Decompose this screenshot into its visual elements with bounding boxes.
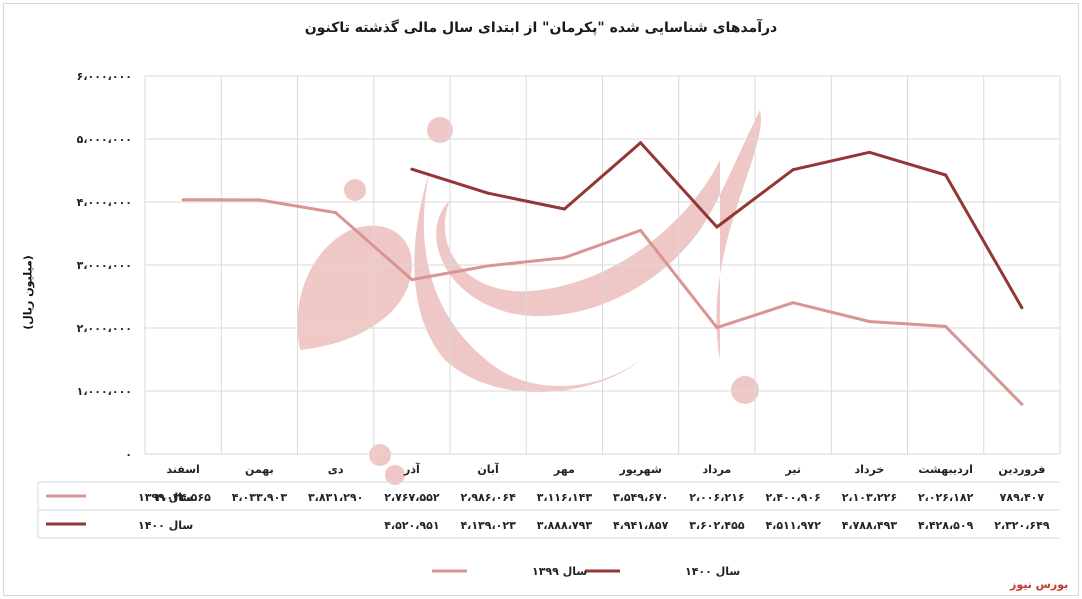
data-point [867, 319, 871, 323]
data-point [1020, 402, 1024, 406]
category-label: خرداد [854, 463, 884, 476]
data-label: ۴،۰۳۳،۹۰۳ [232, 491, 288, 504]
data-point [410, 278, 414, 282]
data-label: ۴،۵۱۱،۹۷۲ [765, 519, 821, 532]
category-label: فروردین [998, 463, 1045, 476]
data-label: ۲،۰۰۶،۲۱۶ [689, 491, 744, 504]
data-label: ۳،۵۴۹،۶۷۰ [613, 491, 668, 504]
data-label: ۳،۱۱۶،۱۴۳ [537, 491, 593, 504]
data-point [562, 256, 566, 260]
data-point [867, 150, 871, 154]
series-line-1 [183, 198, 1023, 406]
category-label: بهمن [245, 463, 274, 476]
data-point [715, 326, 719, 330]
y-tick-labels: ۰ ۱،۰۰۰،۰۰۰ ۲،۰۰۰،۰۰۰ ۳،۰۰۰،۰۰۰ ۴،۰۰۰،۰۰۰ ۵،۰… [77, 70, 132, 461]
data-label: ۴،۱۳۹،۰۲۳ [460, 519, 516, 532]
legend: سال ۱۴۰۰ سال ۱۳۹۹ [432, 565, 740, 578]
y-tick-label: ۰ [125, 448, 132, 461]
data-label: ۲،۹۸۶،۰۶۴ [460, 491, 516, 504]
data-point [715, 225, 719, 229]
y-tick-label: ۱،۰۰۰،۰۰۰ [77, 385, 132, 398]
data-label: ۲،۳۲۰،۶۴۹ [994, 519, 1050, 532]
data-point [639, 228, 643, 232]
category-label: مهر [553, 463, 575, 476]
data-point [486, 264, 490, 268]
data-label: ۳،۸۳۱،۲۹۰ [308, 491, 363, 504]
data-point [944, 173, 948, 177]
data-label: ۲،۷۶۷،۵۵۲ [384, 491, 440, 504]
data-label: ۲،۰۲۶،۱۸۲ [918, 491, 974, 504]
category-label: اسفند [166, 463, 199, 476]
data-point [791, 168, 795, 172]
series-lines [181, 141, 1024, 406]
brand-label: بورس نیوز [1010, 578, 1069, 591]
data-label: ۷۸۹،۴۰۷ [1000, 491, 1045, 504]
legend-label: سال ۱۳۹۹ [532, 565, 587, 578]
data-label: ۳،۶۰۲،۴۵۵ [689, 519, 745, 532]
watermark-logo [297, 110, 761, 485]
grid-lines [144, 75, 1061, 455]
category-label: اردیبهشت [918, 463, 972, 476]
category-label: آبان [477, 462, 499, 476]
data-label: ۴،۵۲۰،۹۵۱ [384, 519, 439, 532]
data-point [791, 301, 795, 305]
data-label: ۴،۰۳۴،۵۶۵ [155, 491, 211, 504]
data-table: فروردین اردیبهشت خرداد تیر مرداد شهریور مهر آبا… [37, 462, 1060, 539]
data-point [410, 167, 414, 171]
data-label: ۳،۸۸۸،۷۹۳ [537, 519, 593, 532]
data-label: ۴،۷۸۸،۴۹۳ [842, 519, 898, 532]
data-label: ۲،۴۰۰،۹۰۶ [765, 491, 820, 504]
data-point [486, 191, 490, 195]
data-label: ۴،۴۲۸،۵۰۹ [918, 519, 974, 532]
data-point [181, 198, 185, 202]
category-label: مرداد [703, 463, 732, 476]
y-tick-label: ۵،۰۰۰،۰۰۰ [77, 133, 132, 146]
y-tick-label: ۲،۰۰۰،۰۰۰ [77, 322, 132, 335]
data-point [944, 324, 948, 328]
category-label: آذر [403, 462, 420, 476]
data-point [562, 207, 566, 211]
chart-title: درآمدهای شناسایی شده "پکرمان" از ابتدای … [304, 20, 778, 36]
data-label: ۲،۱۰۳،۲۲۶ [842, 491, 897, 504]
category-label: دی [328, 463, 344, 476]
data-point [334, 211, 338, 215]
y-tick-label: ۶،۰۰۰،۰۰۰ [77, 70, 132, 83]
table-series-name: سال ۱۴۰۰ [138, 519, 193, 532]
table-series-name: سال ۱۳۹۹ [138, 491, 193, 504]
y-tick-label: ۳،۰۰۰،۰۰۰ [77, 259, 132, 272]
y-tick-label: ۴،۰۰۰،۰۰۰ [77, 196, 132, 209]
legend-label: سال ۱۴۰۰ [685, 565, 740, 578]
category-label: تیر [784, 463, 800, 476]
category-label: شهریور [618, 463, 661, 476]
data-point [1020, 306, 1024, 310]
data-point [257, 198, 261, 202]
data-point [639, 141, 643, 145]
data-label: ۴،۹۴۱،۸۵۷ [613, 519, 669, 532]
